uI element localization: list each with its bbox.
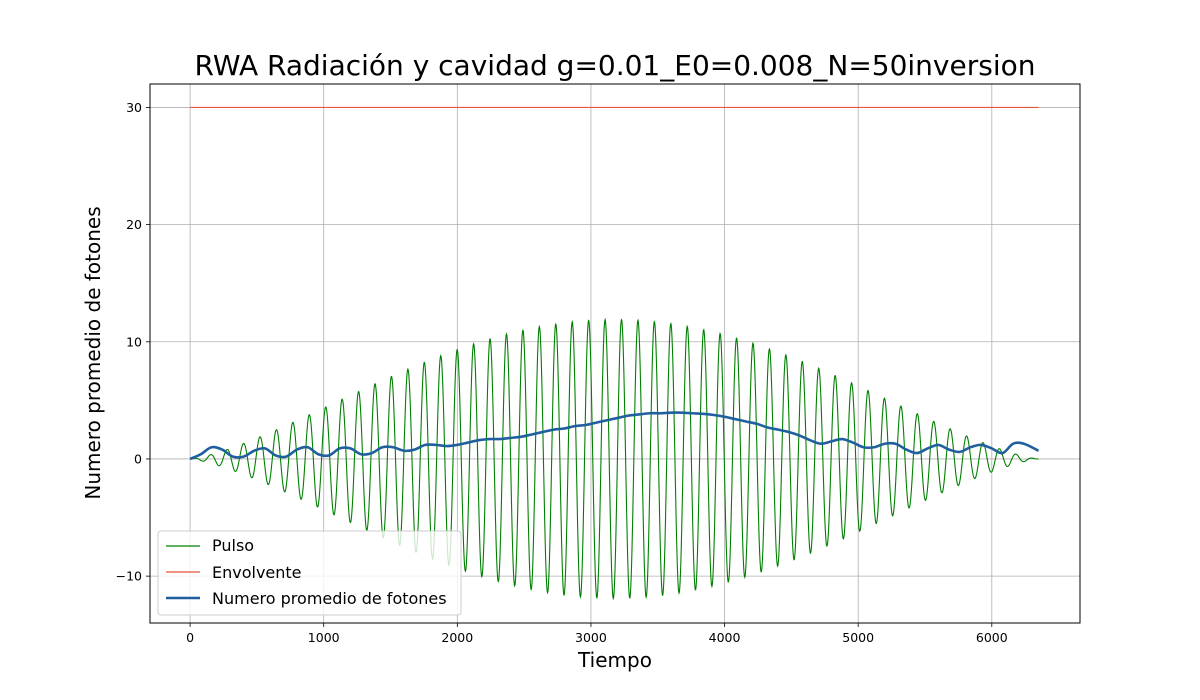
- x-axis-label: Tiempo: [577, 648, 652, 672]
- x-tick-label: 2000: [441, 630, 473, 645]
- series-pulso-line: [190, 317, 1039, 601]
- x-axis-ticks: 0 1000 2000 3000 4000 5000 6000: [186, 623, 1008, 645]
- x-tick-label: 3000: [575, 630, 607, 645]
- axes-frame: [149, 83, 1081, 624]
- x-tick-label: 0: [186, 630, 194, 645]
- x-tick-label: 4000: [709, 630, 741, 645]
- x-tick-label: 1000: [308, 630, 340, 645]
- x-tick-label: 6000: [976, 630, 1008, 645]
- series-fotones-line: [189, 411, 1040, 461]
- plot-area: [189, 106, 1040, 601]
- y-axis-ticks: −10 0 10 20 30: [116, 100, 150, 584]
- legend-box: [157, 530, 462, 616]
- y-tick-label: 0: [134, 451, 142, 466]
- legend-label-fotones: Numero promedio de fotones: [212, 589, 447, 608]
- y-axis-label: Numero promedio de fotones: [81, 206, 105, 499]
- legend-label-pulso: Pulso: [212, 536, 254, 555]
- chart-title: RWA Radiación y cavidad g=0.01_E0=0.008_…: [195, 49, 1036, 82]
- x-tick-label: 5000: [842, 630, 874, 645]
- y-tick-label: 20: [126, 217, 142, 232]
- y-tick-label: 10: [126, 334, 142, 349]
- y-tick-label: 30: [126, 100, 142, 115]
- legend: Pulso Envolvente Numero promedio de foto…: [157, 530, 462, 616]
- y-tick-label: −10: [116, 569, 142, 584]
- legend-label-envolvente: Envolvente: [212, 563, 302, 582]
